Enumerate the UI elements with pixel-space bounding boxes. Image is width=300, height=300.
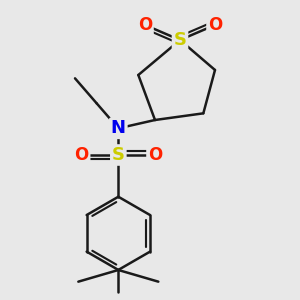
- Text: O: O: [138, 16, 152, 34]
- Text: S: S: [112, 146, 125, 164]
- Text: O: O: [148, 146, 162, 164]
- Text: S: S: [173, 31, 187, 49]
- Text: O: O: [74, 146, 89, 164]
- Text: O: O: [208, 16, 222, 34]
- Text: N: N: [111, 119, 126, 137]
